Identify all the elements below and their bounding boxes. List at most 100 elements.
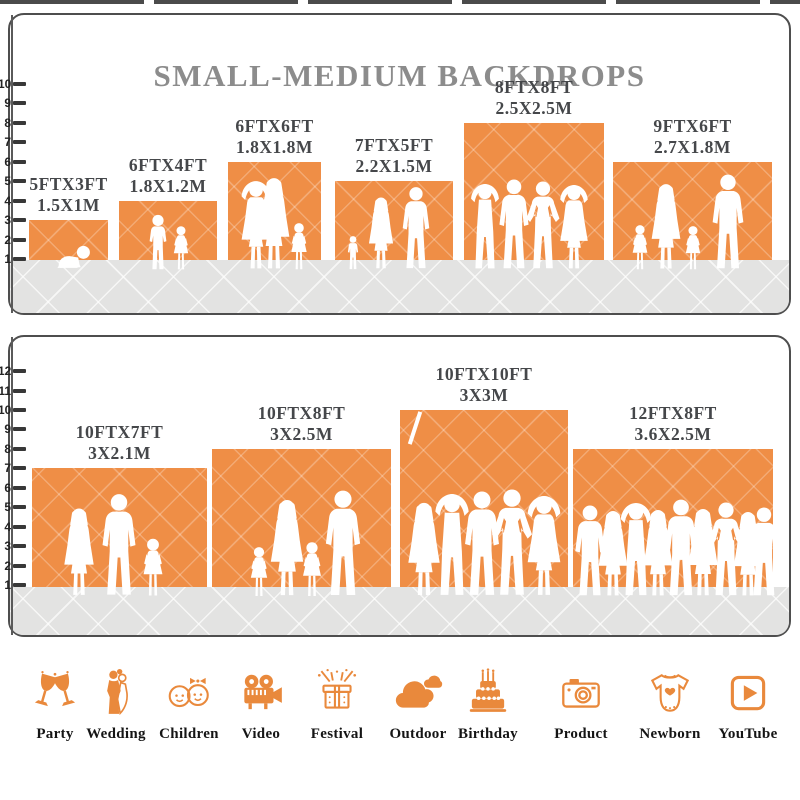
backdrop-label: 5FTX3FT 1.5X1M	[0, 174, 159, 216]
backdrop-label: 8FTX8FT 2.5X2.5M	[444, 77, 624, 119]
ruler-number: 8	[4, 115, 11, 130]
ruler-tick	[13, 524, 26, 529]
category-label: Party	[36, 726, 74, 742]
size-m-label: 3X2.1M	[88, 443, 151, 464]
size-ft-label: 10FTX7FT	[75, 422, 164, 443]
ruler-tick	[13, 237, 26, 242]
ruler-tick	[13, 485, 26, 490]
people-silhouettes	[149, 214, 189, 270]
ruler-number: 12	[0, 364, 12, 379]
size-m-label: 2.2X1.5M	[355, 156, 433, 177]
page-title: SMALL-MEDIUM BACKDROPS	[153, 57, 646, 93]
size-m-label: 2.7X1.8M	[654, 136, 731, 157]
ruler-tick	[13, 388, 26, 393]
ruler-number: 3	[4, 213, 11, 228]
panel-small-medium: SMALL-MEDIUM BACKDROPS 1 2 3 4 5 6 7 8 9 10 5FTX3F…	[0, 13, 791, 315]
category-birthday: Birthday	[443, 668, 533, 743]
people-silhouettes	[241, 177, 307, 270]
ruler-number: 3	[4, 539, 11, 554]
ruler-tick	[13, 179, 26, 184]
ruler-number: 9	[4, 422, 11, 437]
ruler-tick	[13, 505, 26, 510]
backdrop-10ftx8ft	[212, 448, 391, 587]
category-party: Party	[10, 668, 100, 743]
ruler-number: 10	[0, 403, 12, 418]
ruler-tick	[13, 583, 26, 587]
top-edge-strip	[0, 0, 800, 4]
ruler-number: 4	[4, 519, 11, 534]
size-ft-label: 6FTX6FT	[235, 115, 314, 136]
ruler-tick	[13, 466, 26, 471]
category-children: Children	[144, 668, 234, 743]
ruler-tick	[13, 563, 26, 568]
category-label: Festival	[310, 726, 364, 742]
size-ft-label: 6FTX4FT	[128, 154, 208, 175]
ruler-number: 8	[4, 441, 11, 456]
category-youtube: YouTube	[703, 668, 793, 743]
product-icon	[556, 668, 606, 718]
size-m-label: 3.6X2.5M	[634, 423, 712, 444]
size-m-label: 1.8X1.2M	[129, 175, 207, 196]
festival-icon	[312, 668, 362, 718]
category-row: Party Wedding Children Video Festival Outdoor…	[0, 668, 800, 768]
ruler-tick	[13, 218, 26, 223]
ruler-number: 6	[4, 154, 11, 169]
category-label: Wedding	[86, 726, 146, 742]
ruler-tick	[13, 140, 26, 145]
ruler-number: 1	[4, 578, 11, 592]
category-newborn: Newborn	[625, 668, 715, 743]
ruler-line	[11, 15, 13, 313]
ruler-tick	[13, 369, 26, 374]
people-silhouettes	[347, 187, 430, 270]
category-outdoor: Outdoor	[373, 668, 463, 743]
size-m-label: 3X3M	[459, 385, 509, 406]
category-label: Children	[159, 726, 219, 742]
ruler-line	[11, 337, 13, 635]
backdrop-label: 6FTX4FT 1.8X1.2M	[78, 155, 258, 197]
people-silhouettes	[64, 494, 163, 596]
size-ft-label: 9FTX6FT	[653, 115, 732, 136]
ruler-number: 4	[4, 193, 11, 208]
size-ft-label: 10FTX10FT	[435, 364, 533, 385]
size-m-label: 3X2.5M	[270, 423, 333, 444]
category-label: Outdoor	[389, 726, 447, 742]
backdrop-label: 6FTX6FT 1.8X1.8M	[185, 116, 365, 158]
people-silhouettes	[632, 174, 744, 270]
backdrop-label: 12FTX8FT 3.6X2.5M	[583, 403, 763, 445]
ruler-number: 7	[4, 135, 11, 150]
category-label: Video	[241, 726, 281, 742]
ruler-number: 11	[0, 383, 11, 398]
ruler-tick	[13, 120, 26, 125]
backdrop-10ftx7ft	[32, 468, 207, 587]
video-icon	[236, 668, 286, 718]
children-icon	[164, 668, 214, 718]
size-ft-label: 5FTX3FT	[29, 174, 108, 195]
ruler-number: 9	[4, 96, 11, 111]
people-silhouettes	[408, 489, 561, 596]
category-label: YouTube	[718, 726, 778, 742]
size-ft-label: 7FTX5FT	[354, 135, 434, 156]
category-festival: Festival	[292, 668, 382, 743]
birthday-icon	[463, 668, 513, 718]
outdoor-icon	[393, 668, 443, 718]
people-silhouettes	[575, 499, 779, 596]
wedding-icon	[91, 668, 141, 718]
floor-area	[10, 587, 789, 635]
ruler-tick	[13, 101, 26, 106]
size-ft-label: 10FTX8FT	[257, 402, 346, 423]
ruler-tick	[13, 446, 26, 451]
ruler-tick	[13, 544, 26, 549]
youtube-icon	[723, 668, 773, 718]
ruler-tick	[13, 159, 26, 164]
ruler-tick	[13, 408, 26, 413]
category-wedding: Wedding	[71, 668, 161, 743]
category-label: Product	[554, 726, 608, 742]
backdrop-5ftx3ft	[29, 220, 108, 260]
ruler-number: 10	[0, 77, 12, 92]
newborn-icon	[645, 668, 695, 718]
floor-area	[10, 260, 789, 313]
panel-medium: 1 2 3 4 5 6 7 8 9 10 11 12 10FTX7FT 3X2.1M 10FTX8FT 3X2…	[0, 335, 791, 637]
backdrop-label: 10FTX8FT 3X2.5M	[212, 403, 392, 445]
people-silhouettes	[57, 245, 90, 269]
